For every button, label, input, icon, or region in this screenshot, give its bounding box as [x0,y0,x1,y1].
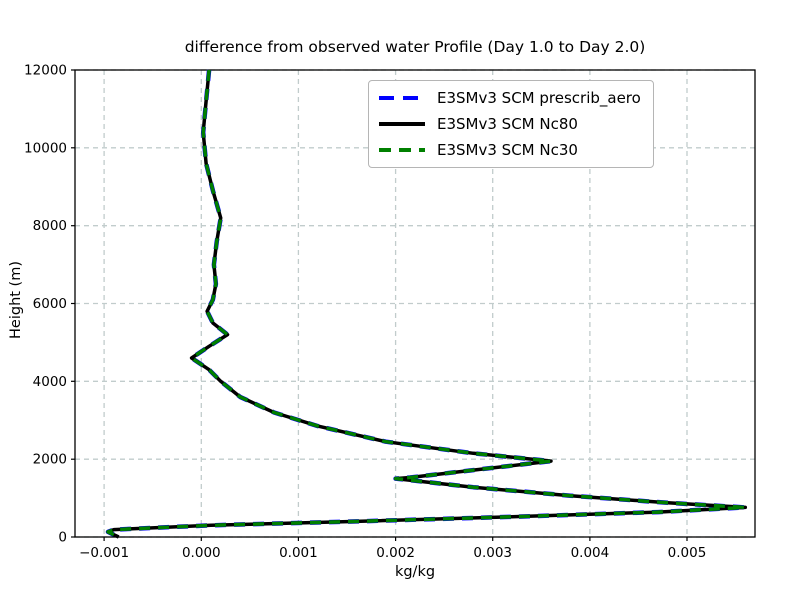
legend-line-sample-black-solid [379,122,425,126]
svg-text:10000: 10000 [24,140,67,156]
legend-item-prescrib-aero: E3SMv3 SCM prescrib_aero [379,89,641,107]
svg-text:2000: 2000 [33,452,67,468]
y-axis-label: Height (m) [8,261,24,339]
legend-label: E3SMv3 SCM Nc30 [437,141,578,159]
svg-text:0.005: 0.005 [668,545,707,561]
svg-text:0.004: 0.004 [571,545,610,561]
svg-text:6000: 6000 [33,296,67,312]
svg-text:12000: 12000 [24,63,67,79]
svg-text:8000: 8000 [33,218,67,234]
svg-text:0.003: 0.003 [473,545,512,561]
legend-item-nc30: E3SMv3 SCM Nc30 [379,141,641,159]
svg-text:−0.001: −0.001 [79,545,129,561]
legend-label: E3SMv3 SCM Nc80 [437,115,578,133]
svg-text:0.000: 0.000 [182,545,221,561]
legend-label: E3SMv3 SCM prescrib_aero [437,89,641,107]
legend-line-sample-blue-dashed [379,95,425,101]
svg-text:0.001: 0.001 [279,545,318,561]
svg-text:4000: 4000 [33,374,67,390]
x-axis-label: kg/kg [394,564,436,580]
legend-line-sample-green-dashed [379,147,425,153]
svg-text:0: 0 [58,530,67,546]
svg-text:0.002: 0.002 [376,545,415,561]
legend-item-nc80: E3SMv3 SCM Nc80 [379,115,641,133]
legend: E3SMv3 SCM prescrib_aero E3SMv3 SCM Nc80… [368,80,654,168]
chart-title: difference from observed water Profile (… [184,38,646,56]
